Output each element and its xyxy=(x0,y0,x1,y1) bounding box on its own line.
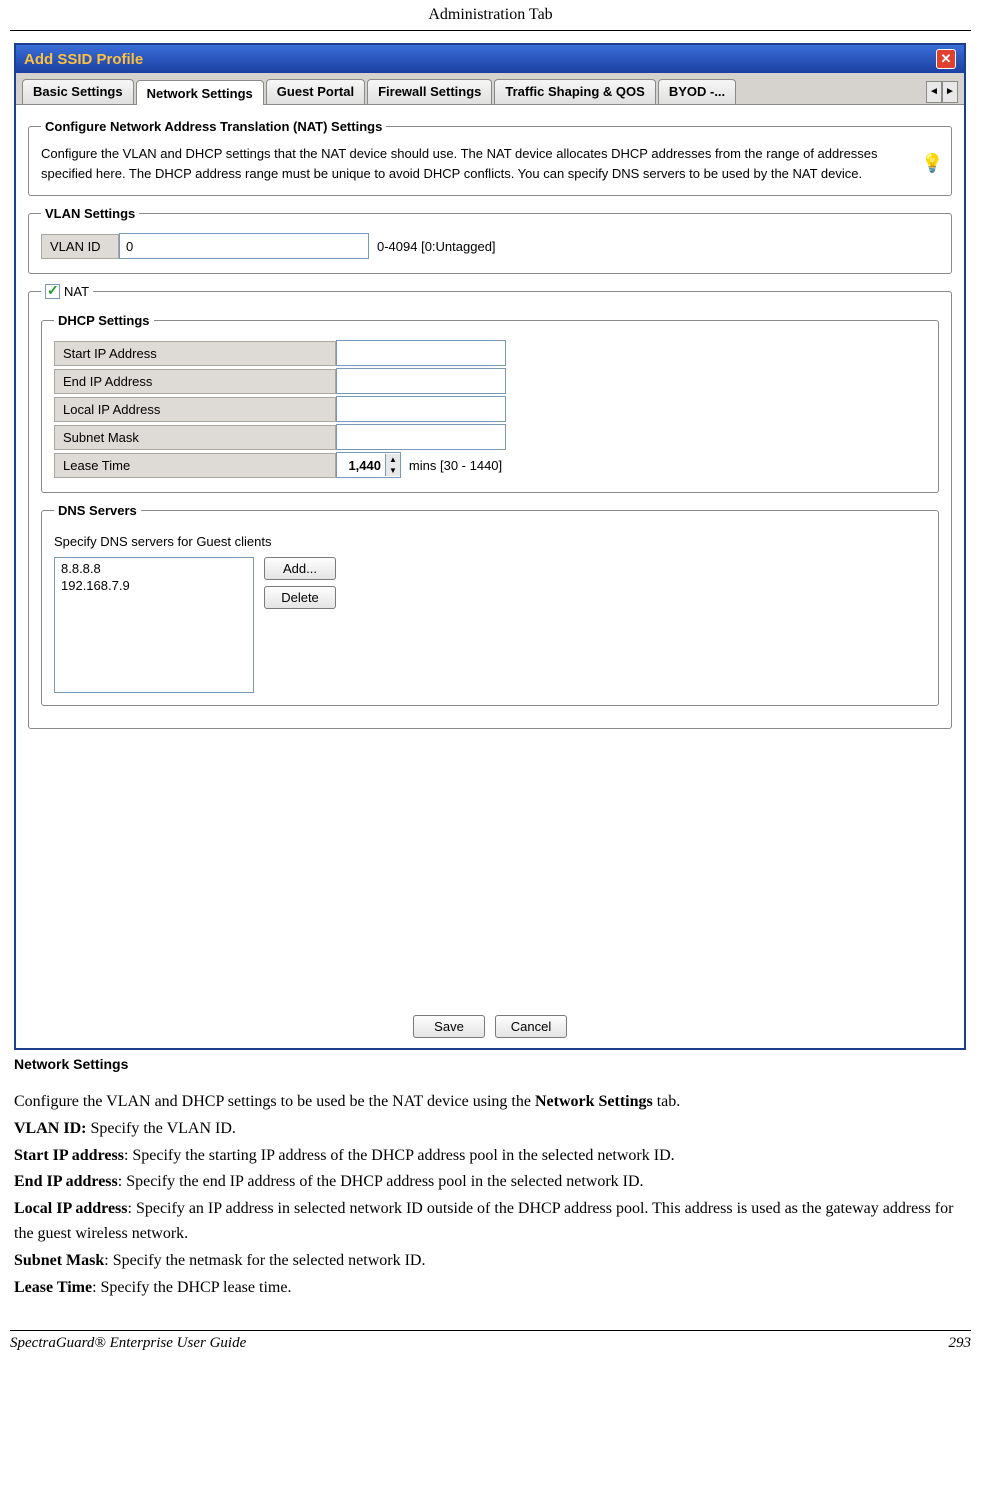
dns-legend: DNS Servers xyxy=(54,503,141,518)
tab-byod[interactable]: BYOD -... xyxy=(658,79,736,104)
dns-server-item[interactable]: 8.8.8.8 xyxy=(57,560,251,577)
lease-time-hint: mins [30 - 1440] xyxy=(409,458,502,473)
dns-servers-group: DNS Servers Specify DNS servers for Gues… xyxy=(41,503,939,706)
tab-scroll-left-icon[interactable]: ◄ xyxy=(926,81,942,103)
subnet-mask-input[interactable] xyxy=(336,424,506,450)
page-footer: SpectraGuard® Enterprise User Guide 293 xyxy=(10,1330,971,1352)
dns-description: Specify DNS servers for Guest clients xyxy=(54,534,926,549)
tab-traffic-shaping-qos[interactable]: Traffic Shaping & QOS xyxy=(494,79,655,104)
dialog-footer: Save Cancel xyxy=(16,1005,964,1048)
spinner-up-icon[interactable]: ▲ xyxy=(386,454,400,465)
dns-server-item[interactable]: 192.168.7.9 xyxy=(57,577,251,594)
vlan-id-input[interactable] xyxy=(119,233,369,259)
lease-time-spinner[interactable]: ▲ ▼ xyxy=(336,452,401,478)
start-ip-input[interactable] xyxy=(336,340,506,366)
vlan-id-hint: 0-4094 [0:Untagged] xyxy=(377,239,496,254)
vlan-id-label: VLAN ID xyxy=(41,234,119,259)
lease-time-input[interactable] xyxy=(337,454,385,476)
footer-title: SpectraGuard® Enterprise User Guide xyxy=(10,1335,246,1352)
document-text: Configure the VLAN and DHCP settings to … xyxy=(14,1090,967,1300)
cancel-button[interactable]: Cancel xyxy=(495,1015,567,1038)
delete-dns-button[interactable]: Delete xyxy=(264,586,336,609)
nat-group: NAT DHCP Settings Start IP Address End I… xyxy=(28,284,952,729)
footer-page-number: 293 xyxy=(949,1335,972,1352)
add-dns-button[interactable]: Add... xyxy=(264,557,336,580)
lease-time-label: Lease Time xyxy=(54,453,336,478)
vlan-settings-group: VLAN Settings VLAN ID 0-4094 [0:Untagged… xyxy=(28,206,952,274)
panel-content: Configure Network Address Translation (N… xyxy=(16,105,964,1005)
spinner-down-icon[interactable]: ▼ xyxy=(386,465,400,476)
page-header: Administration Tab xyxy=(10,0,971,31)
nat-checkbox-label: NAT xyxy=(64,284,89,299)
figure-caption: Network Settings xyxy=(14,1056,967,1072)
nat-legend: Configure Network Address Translation (N… xyxy=(41,119,386,134)
info-icon: 💡 xyxy=(921,153,939,174)
vlan-legend: VLAN Settings xyxy=(41,206,139,221)
tab-network-settings[interactable]: Network Settings xyxy=(136,80,264,105)
end-ip-label: End IP Address xyxy=(54,369,336,394)
dialog-title: Add SSID Profile xyxy=(24,51,143,68)
subnet-mask-label: Subnet Mask xyxy=(54,425,336,450)
tab-firewall-settings[interactable]: Firewall Settings xyxy=(367,79,492,104)
dhcp-legend: DHCP Settings xyxy=(54,313,154,328)
end-ip-input[interactable] xyxy=(336,368,506,394)
close-icon[interactable]: ✕ xyxy=(936,49,956,69)
local-ip-label: Local IP Address xyxy=(54,397,336,422)
start-ip-label: Start IP Address xyxy=(54,341,336,366)
tab-basic-settings[interactable]: Basic Settings xyxy=(22,79,134,104)
tabs-row: Basic Settings Network Settings Guest Po… xyxy=(16,73,964,105)
nat-settings-group: Configure Network Address Translation (N… xyxy=(28,119,952,196)
nat-description: Configure the VLAN and DHCP settings tha… xyxy=(41,144,909,183)
dhcp-settings-group: DHCP Settings Start IP Address End IP Ad… xyxy=(41,313,939,493)
dns-server-list[interactable]: 8.8.8.8 192.168.7.9 xyxy=(54,557,254,693)
save-button[interactable]: Save xyxy=(413,1015,485,1038)
dialog-title-bar: Add SSID Profile ✕ xyxy=(16,45,964,73)
add-ssid-profile-dialog: Add SSID Profile ✕ Basic Settings Networ… xyxy=(14,43,966,1050)
nat-checkbox[interactable] xyxy=(45,284,60,299)
local-ip-input[interactable] xyxy=(336,396,506,422)
tab-scroll-right-icon[interactable]: ► xyxy=(942,81,958,103)
tab-guest-portal[interactable]: Guest Portal xyxy=(266,79,365,104)
